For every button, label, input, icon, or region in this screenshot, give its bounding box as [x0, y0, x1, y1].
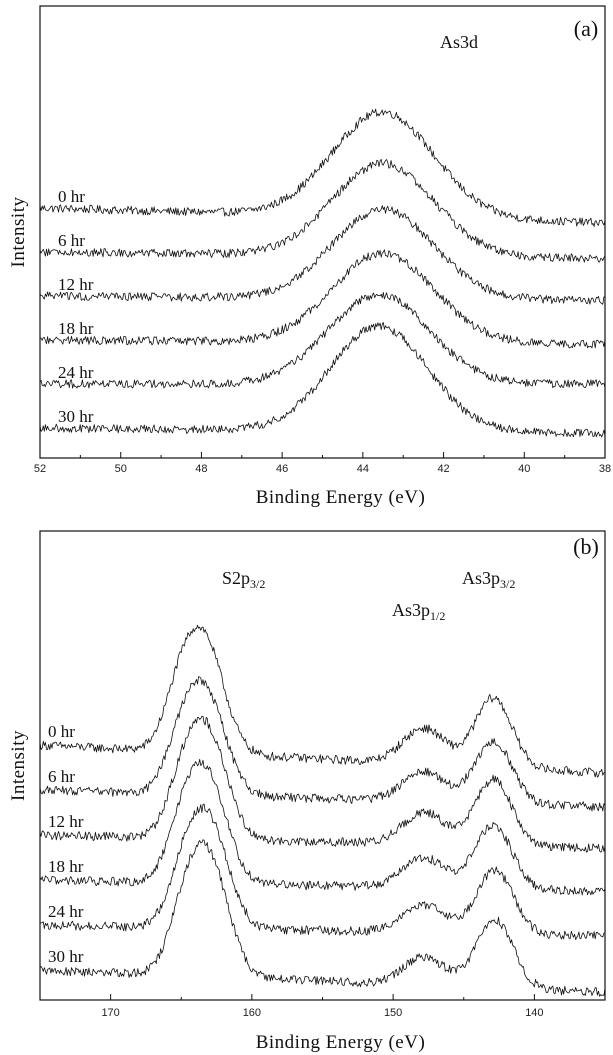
x-tick-label: 48	[195, 463, 207, 475]
x-tick-label: 50	[115, 463, 127, 475]
x-axis-title: Binding Energy (eV)	[256, 487, 426, 508]
peak-label: As3p3/2	[462, 568, 515, 591]
x-tick-label: 46	[276, 463, 288, 475]
series-label: 12 hr	[58, 275, 94, 294]
panel-label: (a)	[574, 16, 598, 41]
series-label: 24 hr	[58, 363, 94, 382]
series-label: 18 hr	[48, 857, 84, 876]
spectrum-line-18-hr	[39, 249, 606, 349]
series-label: 6 hr	[48, 767, 75, 786]
x-tick-label: 140	[525, 1007, 543, 1019]
spectrum-line-6-hr	[39, 676, 606, 812]
x-tick-label: 44	[357, 463, 369, 475]
panel-label: (b)	[573, 534, 599, 559]
peak-label: As3d	[440, 32, 478, 52]
series-label: 12 hr	[48, 812, 84, 831]
y-axis-title: Intensity	[8, 730, 29, 801]
x-tick-label: 38	[599, 463, 611, 475]
x-axis-title: Binding Energy (eV)	[256, 1032, 426, 1053]
series-label: 24 hr	[48, 902, 84, 921]
series-label: 30 hr	[58, 407, 94, 426]
series-label: 30 hr	[48, 947, 84, 966]
y-axis-title: Intensity	[8, 197, 29, 268]
series-label: 0 hr	[58, 187, 85, 206]
spectrum-line-12-hr	[39, 205, 606, 305]
x-tick-label: 170	[101, 1007, 119, 1019]
spectrum-line-24-hr	[39, 291, 606, 389]
peak-label: S2p3/2	[222, 568, 265, 591]
plot-frame	[39, 530, 606, 1001]
spectrum-line-30-hr	[39, 839, 606, 997]
x-tick-label: 40	[518, 463, 530, 475]
spectrum-line-6-hr	[39, 158, 606, 263]
spectrum-line-30-hr	[39, 322, 606, 438]
spectrum-line-12-hr	[39, 715, 606, 853]
peak-label: As3p1/2	[392, 600, 445, 623]
series-label: 6 hr	[58, 231, 85, 250]
spectrum-line-0-hr	[39, 108, 606, 227]
series-label: 18 hr	[58, 319, 94, 338]
panel-a-as3d: 52 50 48 46 44 42 40 38 Binding Energy (eV) Inten…	[8, 5, 611, 508]
series-label: 0 hr	[48, 722, 75, 741]
x-tick-label: 160	[243, 1007, 261, 1019]
plot-frame	[39, 5, 606, 459]
spectrum-line-0-hr	[39, 624, 606, 778]
x-tick-label: 42	[437, 463, 449, 475]
panel-b-s2p-as3p: 170 160 150 140 Binding Energy (eV) Intensity…	[8, 530, 606, 1053]
spectrum-line-18-hr	[39, 758, 606, 896]
spectrum-line-24-hr	[39, 803, 606, 941]
x-tick-label: 150	[384, 1007, 402, 1019]
x-tick-label: 52	[34, 463, 46, 475]
